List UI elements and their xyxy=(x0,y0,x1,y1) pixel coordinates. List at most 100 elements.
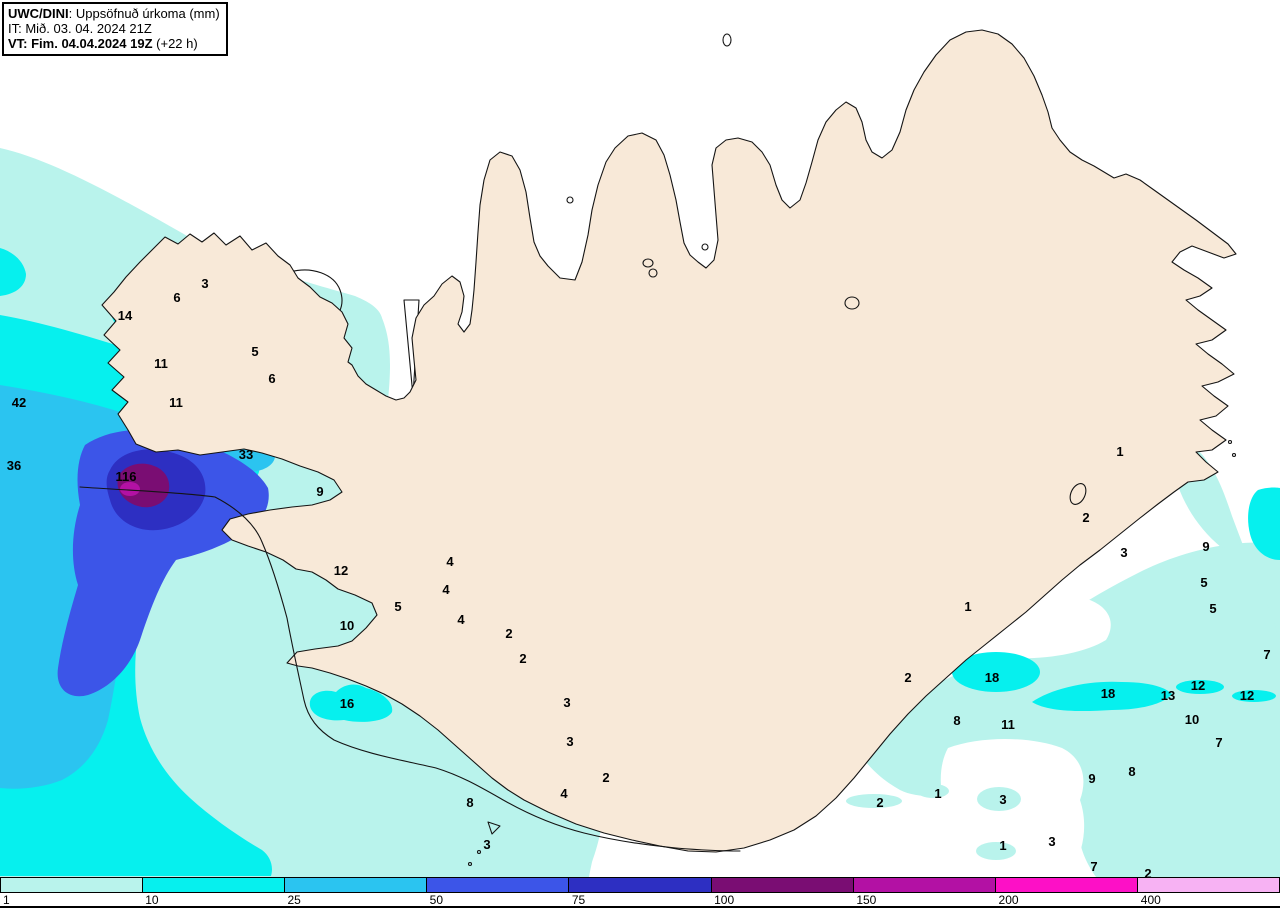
station-value-label: 9 xyxy=(1088,771,1095,786)
station-value-label: 116 xyxy=(116,469,137,484)
station-value-label: 3 xyxy=(1120,545,1127,560)
station-value-label: 18 xyxy=(1101,686,1115,701)
island-drangey xyxy=(566,196,574,204)
station-value-label: 9 xyxy=(316,484,323,499)
precip-region-150mm xyxy=(120,482,140,496)
colorbar-tick-label: 10 xyxy=(145,893,159,907)
colorbar-swatches xyxy=(0,877,1280,893)
colorbar-segment xyxy=(569,878,712,892)
station-value-label: 2 xyxy=(519,651,526,666)
model-name: UWC/DINI xyxy=(8,6,69,21)
colorbar-tick-label: 400 xyxy=(1140,893,1161,907)
colorbar-ticks: 1 10 25 50 75 100 150 200 400 xyxy=(0,893,1280,908)
station-value-label: 8 xyxy=(1128,764,1135,779)
station-value-label: 7 xyxy=(1263,647,1270,662)
islands-vestmannaeyjar xyxy=(487,821,501,835)
station-value-label: 12 xyxy=(334,563,348,578)
station-value-label: 1 xyxy=(964,599,971,614)
station-value-label: 6 xyxy=(173,290,180,305)
station-value-label: 1 xyxy=(999,838,1006,853)
colorbar-segment xyxy=(995,878,1138,892)
station-value-label: 5 xyxy=(251,344,258,359)
colorbar-segment xyxy=(0,878,144,892)
precip-region-100mm xyxy=(117,463,170,508)
colorbar-tick-label: 1 xyxy=(3,893,10,907)
station-value-label: 8 xyxy=(953,713,960,728)
station-value-label: 9 xyxy=(1202,539,1209,554)
colorbar-tick-label: 75 xyxy=(571,893,586,907)
station-value-label: 2 xyxy=(876,795,883,810)
colorbar-segment xyxy=(285,878,428,892)
station-value-label: 7 xyxy=(1090,859,1097,874)
island-grimsey xyxy=(722,33,732,47)
station-value-label: 8 xyxy=(466,795,473,810)
station-value-label: 1 xyxy=(1116,444,1123,459)
station-value-label: 4 xyxy=(442,582,450,597)
precip-islet xyxy=(976,842,1016,860)
station-value-label: 4 xyxy=(457,612,465,627)
lake xyxy=(642,258,654,268)
station-value-label: 10 xyxy=(340,618,354,633)
station-value-label: 2 xyxy=(904,670,911,685)
station-value-label: 3 xyxy=(1048,834,1055,849)
station-value-label: 4 xyxy=(446,554,454,569)
precip-blob-10mm xyxy=(1032,681,1172,712)
station-value-label: 36 xyxy=(7,458,21,473)
station-value-label: 3 xyxy=(201,276,208,291)
islet xyxy=(467,861,473,867)
precip-islet xyxy=(977,787,1021,811)
station-value-label: 2 xyxy=(1082,510,1089,525)
colorbar-tick-label: 100 xyxy=(714,893,735,907)
station-value-label: 18 xyxy=(985,670,999,685)
station-value-label: 12 xyxy=(1191,678,1205,693)
colorbar-segment xyxy=(143,878,286,892)
station-value-label: 1 xyxy=(934,786,941,801)
station-value-label: 14 xyxy=(118,308,133,323)
colorbar-tick-label: 50 xyxy=(429,893,444,907)
title-line-1: UWC/DINI: Uppsöfnuð úrkoma (mm) xyxy=(8,6,220,21)
precip-blob-10mm xyxy=(1232,690,1276,702)
colorbar-tick-label: 200 xyxy=(998,893,1019,907)
station-value-label: 11 xyxy=(1001,717,1015,732)
colorbar-segment xyxy=(1137,878,1280,892)
station-value-label: 3 xyxy=(566,734,573,749)
precip-blob-10mm xyxy=(1176,680,1224,694)
station-value-label: 5 xyxy=(394,599,401,614)
precip-islet xyxy=(917,784,949,798)
islet xyxy=(1227,439,1233,445)
station-value-label: 13 xyxy=(1161,688,1175,703)
colorbar-tick-label: 25 xyxy=(287,893,301,907)
station-value-label: 5 xyxy=(1209,601,1216,616)
title-line-2: IT: Mið. 03. 04. 2024 21Z xyxy=(8,21,152,36)
smooth-coastline xyxy=(79,486,741,852)
station-value-label: 3 xyxy=(563,695,570,710)
station-value-label: 10 xyxy=(1185,712,1199,727)
islets-and-lakes xyxy=(467,33,1237,867)
title-box: UWC/DINI: Uppsöfnuð úrkoma (mm) IT: Mið.… xyxy=(2,2,228,56)
colorbar-tick-label: 150 xyxy=(856,893,877,907)
station-value-label: 6 xyxy=(268,371,275,386)
station-value-label: 11 xyxy=(169,395,183,410)
islet xyxy=(1231,452,1237,458)
precip-blob-10mm xyxy=(1248,487,1280,560)
colorbar-segment xyxy=(711,878,854,892)
station-value-label: 7 xyxy=(1215,735,1222,750)
precip-blob-10mm xyxy=(309,684,393,722)
station-value-label: 5 xyxy=(1200,575,1207,590)
precip-blob-10mm xyxy=(952,652,1040,692)
station-value-label: 16 xyxy=(340,696,354,711)
lake-myvatn xyxy=(844,296,860,310)
station-value-label: 2 xyxy=(505,626,512,641)
island-hrisey xyxy=(701,243,709,251)
precip-region-10mm-edge xyxy=(0,248,26,296)
station-value-label: 4 xyxy=(560,786,568,801)
colorbar-legend: 1 10 25 50 75 100 150 200 400 xyxy=(0,877,1280,908)
islet xyxy=(476,849,482,855)
station-value-label: 12 xyxy=(1240,688,1254,703)
precip-islet xyxy=(846,794,902,808)
station-value-label: 42 xyxy=(12,395,26,410)
station-value-label: 3 xyxy=(483,837,490,852)
station-value-label: 2 xyxy=(602,770,609,785)
